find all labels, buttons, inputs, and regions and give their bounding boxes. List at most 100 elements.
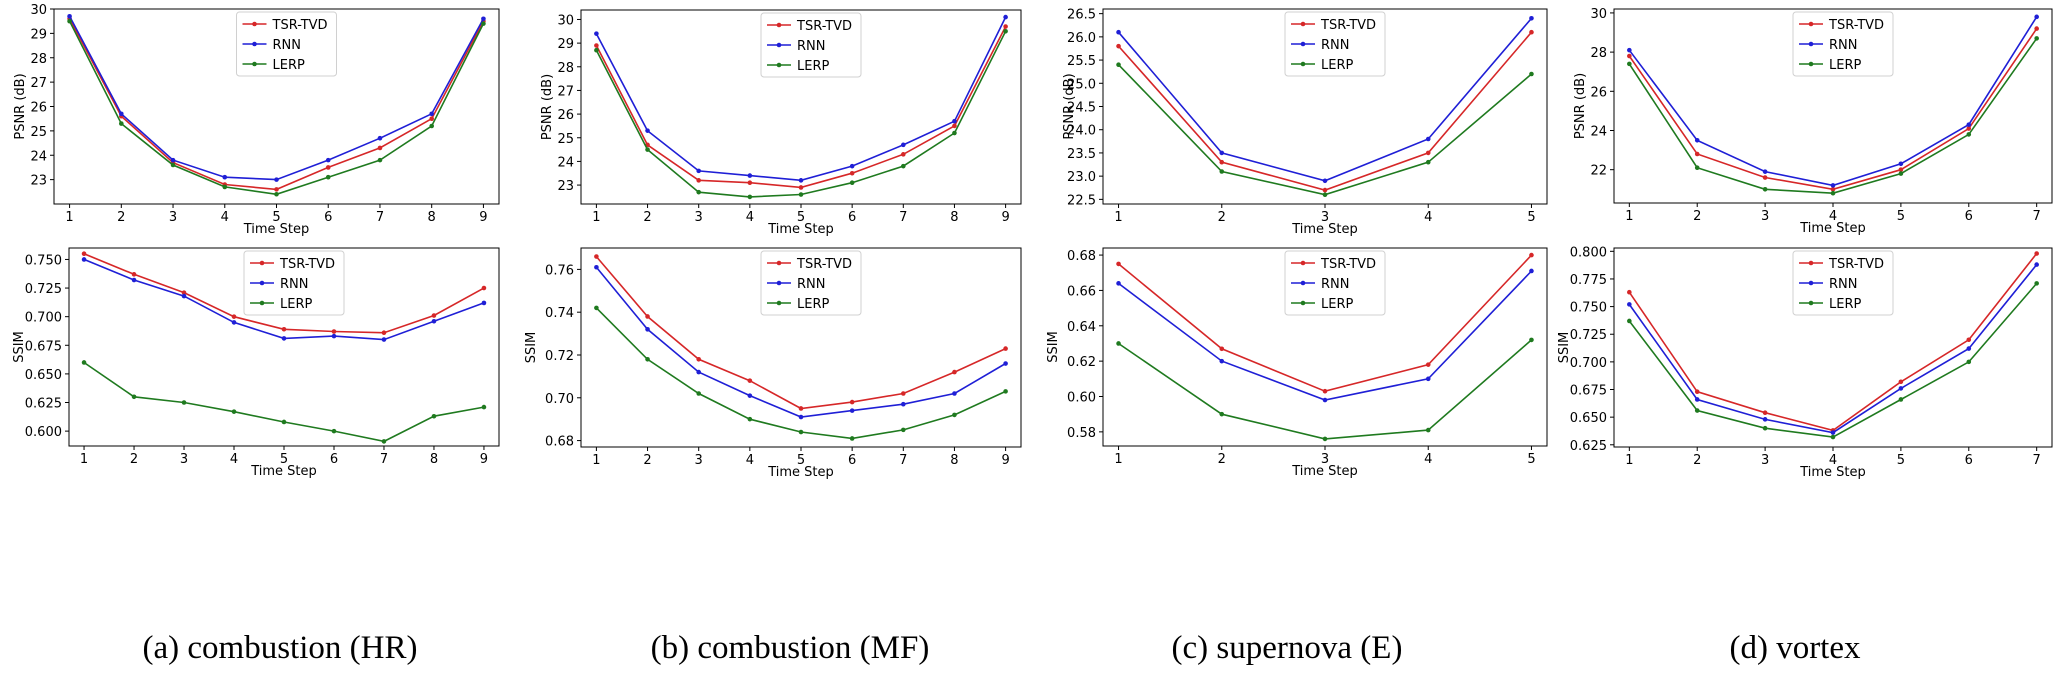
data-point-rnn: [1762, 417, 1768, 422]
data-point-lerp: [1762, 186, 1768, 192]
x-tick-label: 6: [1965, 209, 1973, 224]
legend-box: [1792, 250, 1894, 316]
legend-label: LERP: [1321, 58, 1353, 73]
x-tick-label: 2: [130, 452, 138, 467]
x-tick-label: 1: [1114, 210, 1122, 225]
data-point-lerp: [2034, 36, 2039, 41]
data-point-rnn: [952, 391, 957, 396]
legend-marker: [1808, 260, 1814, 266]
data-point-tsr-tvd: [645, 314, 650, 319]
data-point-tsr-tvd: [1762, 410, 1768, 416]
data-point-rnn: [1627, 47, 1632, 53]
x-axis-label: Time Step: [1291, 222, 1358, 237]
y-tick-label: 28: [1590, 46, 1607, 61]
y-tick-label: 0.68: [1067, 249, 1096, 264]
y-tick-label: 0.725: [1570, 328, 1607, 343]
y-tick-label: 25.5: [1067, 54, 1096, 69]
data-point-rnn: [1425, 376, 1431, 382]
legend-marker: [1300, 280, 1306, 286]
data-point-lerp: [696, 391, 701, 396]
data-point-lerp: [594, 47, 599, 53]
data-point-rnn: [645, 128, 650, 133]
data-point-rnn: [119, 111, 124, 117]
data-point-tsr-tvd: [1219, 346, 1225, 352]
legend-label: LERP: [1321, 297, 1353, 312]
x-tick-label: 1: [65, 210, 73, 225]
caption-b: (b) combustion (MF): [650, 630, 930, 666]
x-tick-label: 5: [280, 452, 288, 467]
y-tick-label: 0.625: [25, 397, 62, 412]
data-point-lerp: [849, 180, 855, 186]
y-tick-label: 0.650: [1570, 411, 1607, 426]
y-axis-label: PSNR (dB): [1573, 73, 1588, 139]
x-tick-label: 3: [180, 452, 188, 467]
data-point-tsr-tvd: [1003, 346, 1008, 351]
data-point-rnn: [1694, 397, 1700, 402]
data-point-tsr-tvd: [381, 330, 387, 335]
legend-label: TSR-TVD: [1320, 257, 1376, 272]
data-point-tsr-tvd: [696, 356, 701, 362]
y-tick-label: 23: [30, 174, 47, 189]
data-point-lerp: [901, 163, 906, 169]
data-point-tsr-tvd: [849, 399, 855, 405]
data-point-rnn: [2034, 262, 2039, 267]
chart-ssim-0: 1 2 3 4 5 6 7 8 9 0.600 0.625 0.650 0.675 0.700 0.725 0…: [12, 247, 500, 479]
x-tick-label: 4: [221, 210, 229, 225]
data-point-rnn: [281, 336, 287, 341]
legend-label: TSR-TVD: [796, 257, 852, 272]
data-point-lerp: [1116, 62, 1121, 68]
y-tick-label: 26: [557, 108, 574, 123]
data-point-rnn: [481, 16, 486, 22]
data-point-tsr-tvd: [429, 116, 434, 121]
y-tick-label: 25: [30, 125, 47, 140]
data-point-tsr-tvd: [325, 165, 331, 170]
y-tick-label: 27: [30, 76, 47, 91]
y-tick-label: 0.700: [25, 311, 62, 326]
data-point-rnn: [1116, 29, 1121, 35]
data-point-rnn: [1003, 14, 1008, 20]
legend-label: LERP: [273, 58, 305, 73]
data-point-tsr-tvd: [231, 314, 237, 319]
data-point-lerp: [119, 121, 124, 126]
y-tick-label: 0.800: [1570, 245, 1607, 260]
data-point-lerp: [131, 394, 137, 400]
data-point-lerp: [747, 416, 753, 422]
x-tick-label: 2: [1218, 452, 1226, 467]
data-point-rnn: [1219, 150, 1225, 156]
data-point-rnn: [481, 300, 487, 306]
data-point-tsr-tvd: [1694, 151, 1700, 157]
x-tick-label: 9: [1001, 453, 1009, 468]
data-point-rnn: [1898, 386, 1904, 391]
x-tick-label: 3: [1761, 453, 1769, 468]
y-tick-label: 0.625: [1570, 439, 1607, 454]
data-point-rnn: [1830, 430, 1836, 435]
data-point-lerp: [1898, 397, 1904, 402]
y-axis-label: SSIM: [1557, 332, 1572, 364]
data-point-lerp: [1627, 318, 1632, 324]
data-point-lerp: [81, 360, 87, 365]
data-point-lerp: [1898, 171, 1904, 176]
data-point-tsr-tvd: [181, 290, 187, 295]
x-tick-label: 6: [848, 453, 856, 468]
legend-marker: [1808, 41, 1814, 47]
series-line-lerp: [1117, 64, 1533, 196]
data-point-tsr-tvd: [1627, 53, 1632, 59]
chart-ssim-1: 1 2 3 4 5 6 7 8 9 0.68 0.70 0.72 0.74 0.76 Time Step SS…: [524, 247, 1022, 480]
data-point-tsr-tvd: [2034, 26, 2039, 31]
data-point-tsr-tvd: [696, 178, 701, 183]
y-tick-label: 0.58: [1067, 426, 1096, 441]
data-point-tsr-tvd: [798, 406, 804, 411]
data-point-tsr-tvd: [331, 329, 337, 334]
y-tick-label: 0.66: [1067, 284, 1096, 299]
y-tick-label: 0.68: [545, 435, 574, 450]
data-point-tsr-tvd: [1425, 150, 1431, 156]
data-point-lerp: [281, 419, 287, 425]
data-point-tsr-tvd: [747, 180, 753, 186]
legend-label: RNN: [1829, 277, 1857, 292]
y-tick-label: 0.675: [1570, 384, 1607, 399]
x-tick-label: 7: [2033, 453, 2041, 468]
x-tick-label: 4: [746, 453, 754, 468]
legend-marker: [1808, 300, 1814, 306]
x-tick-label: 8: [428, 210, 436, 225]
data-point-lerp: [231, 409, 237, 414]
